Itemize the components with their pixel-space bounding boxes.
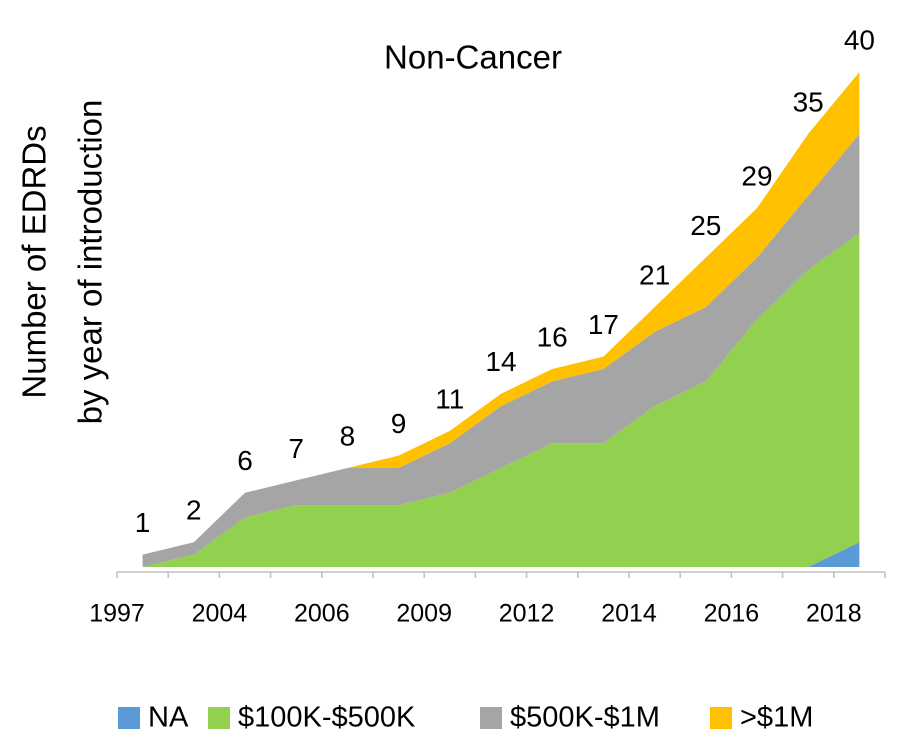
data-label: 2	[186, 495, 202, 526]
legend-swatch	[710, 707, 732, 729]
legend-label: $500K-$1M	[510, 702, 660, 734]
data-label: 7	[288, 433, 304, 464]
x-tick-label: 2012	[499, 600, 555, 628]
legend-swatch	[480, 707, 502, 729]
data-label: 14	[485, 346, 516, 377]
data-label: 35	[793, 86, 824, 117]
chart-title: Non-Cancer	[384, 39, 562, 76]
data-label: 1	[135, 507, 151, 538]
area	[142, 133, 860, 567]
data-label: 11	[435, 383, 464, 414]
x-tick-label: 2016	[704, 600, 760, 628]
x-tick-label: 2014	[601, 600, 657, 628]
data-label: 17	[588, 309, 619, 340]
legend-label: NA	[148, 702, 189, 734]
x-tick-label: 1997	[89, 600, 145, 628]
data-label: 25	[690, 210, 721, 241]
data-label: 40	[844, 24, 875, 55]
legend-label: >$1M	[740, 702, 813, 734]
legend-swatch	[118, 707, 140, 729]
y-axis-title: Number of EDRDs by year of introduction	[16, 100, 109, 425]
area	[142, 232, 860, 567]
x-tick-label: 2006	[294, 600, 350, 628]
data-label: 16	[537, 321, 568, 352]
x-tick-label: 2018	[806, 600, 862, 628]
data-label: 8	[340, 420, 356, 451]
y-axis-title-line: Number of EDRDs	[16, 125, 53, 398]
legend-swatch	[208, 707, 230, 729]
legend-label: $100K-$500K	[238, 702, 416, 734]
data-label: 6	[237, 445, 253, 476]
data-label: 29	[741, 161, 772, 192]
y-axis-title-line: by year of introduction	[72, 100, 109, 425]
x-tick-label: 2004	[192, 600, 248, 628]
data-label: 9	[391, 408, 407, 439]
data-label: 21	[639, 260, 670, 291]
x-tick-label: 2009	[396, 600, 452, 628]
